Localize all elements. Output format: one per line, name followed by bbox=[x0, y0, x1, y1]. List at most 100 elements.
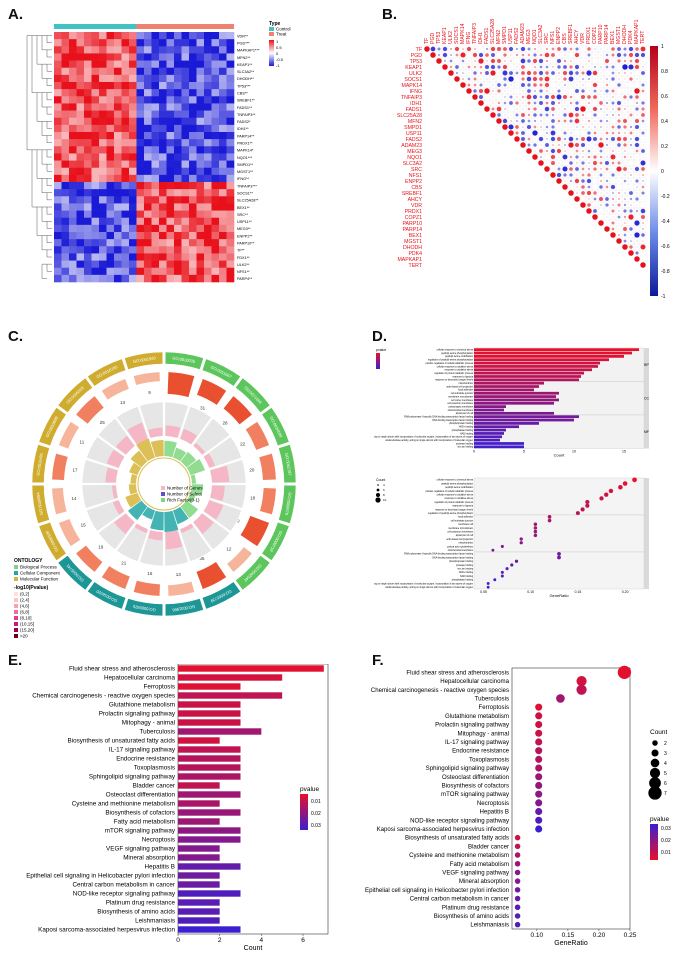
heatmap-cell bbox=[219, 153, 227, 161]
heatmap-cell bbox=[114, 67, 122, 76]
heatmap-cell bbox=[181, 39, 190, 47]
kegg-dot bbox=[535, 816, 543, 824]
heatmap-cell bbox=[226, 189, 235, 197]
go-dot bbox=[618, 484, 623, 490]
correlation-dot bbox=[486, 96, 488, 98]
correlation-dot bbox=[641, 119, 645, 123]
heatmap-cell bbox=[121, 253, 130, 261]
heatmap-cell bbox=[84, 139, 92, 147]
heatmap-cell bbox=[219, 267, 227, 276]
correlation-dot bbox=[544, 52, 550, 58]
correlation-dot bbox=[503, 47, 507, 51]
correlation-dot bbox=[515, 119, 519, 123]
correlation-dot bbox=[462, 48, 464, 50]
go-dot-term: cortical actin cytoskeleton bbox=[447, 545, 474, 548]
heatmap-cell bbox=[114, 96, 122, 104]
circos-select-bar bbox=[210, 485, 225, 502]
pvalue-bin-label: (8,10] bbox=[20, 616, 32, 621]
heatmap-cell bbox=[69, 39, 77, 47]
correlation-dot bbox=[587, 119, 591, 123]
correlation-dot bbox=[630, 108, 632, 110]
heatmap-gene-label: TNFAIP3*** bbox=[237, 184, 257, 188]
correlation-dot bbox=[635, 149, 639, 153]
circos-term-segment bbox=[235, 555, 271, 591]
heatmap-cell bbox=[84, 160, 92, 169]
correlation-dot bbox=[502, 124, 508, 130]
heatmap-cell bbox=[159, 260, 167, 269]
kegg-dot bbox=[535, 781, 543, 789]
correlation-dot bbox=[569, 161, 573, 165]
correlation-dot bbox=[629, 245, 633, 249]
heatmap-cell bbox=[144, 203, 152, 211]
heatmap-cell bbox=[136, 146, 145, 154]
heatmap-cell bbox=[129, 274, 137, 283]
ontology-cc: Cellular Component bbox=[20, 571, 61, 576]
heatmap-cell bbox=[76, 124, 85, 133]
heatmap-cell bbox=[144, 182, 152, 190]
go-dot-term: positive regulation of cellular cataboli… bbox=[426, 490, 474, 493]
correlation-dot bbox=[527, 137, 531, 141]
correlation-dot bbox=[521, 65, 525, 69]
correlation-dot bbox=[629, 191, 633, 195]
go-bar bbox=[474, 408, 504, 412]
heatmap-cell bbox=[76, 217, 85, 226]
heatmap-cell bbox=[159, 196, 167, 204]
correlation-dot bbox=[642, 156, 644, 158]
heatmap-cell bbox=[211, 46, 220, 54]
correlation-dot bbox=[558, 108, 560, 110]
legend-swatch-bp bbox=[14, 565, 18, 569]
circos-count-label: 14 bbox=[72, 496, 78, 501]
correlation-dot bbox=[521, 95, 525, 99]
correlation-col-label: COPZ1 bbox=[592, 27, 598, 44]
heatmap-cell bbox=[136, 96, 145, 104]
correlation-dot bbox=[592, 82, 598, 88]
heatmap-cell bbox=[219, 253, 227, 261]
heatmap-cell bbox=[136, 189, 145, 197]
dendrogram-branch bbox=[46, 178, 52, 186]
heatmap-cell bbox=[226, 267, 235, 276]
circos-select-bar bbox=[134, 523, 148, 533]
heatmap-cell bbox=[174, 146, 182, 154]
heatmap-cell bbox=[129, 46, 137, 54]
correlation-dot bbox=[611, 65, 615, 69]
correlation-dot bbox=[574, 106, 580, 112]
correlation-dot bbox=[539, 113, 543, 117]
correlation-dot bbox=[623, 209, 627, 213]
kegg-bar bbox=[178, 674, 283, 681]
correlation-col-label: IDH1 bbox=[478, 32, 484, 44]
correlation-dot bbox=[563, 77, 567, 81]
correlation-col-label: SOCS1 bbox=[454, 26, 460, 44]
correlation-dot bbox=[485, 53, 489, 57]
correlation-dot bbox=[533, 101, 537, 105]
circos-count-label: 13 bbox=[120, 400, 126, 405]
correlation-dot bbox=[540, 126, 542, 128]
correlation-dot bbox=[586, 70, 592, 76]
heatmap-cell bbox=[211, 217, 220, 226]
correlation-dot bbox=[624, 174, 626, 176]
heatmap-cell bbox=[204, 239, 212, 247]
correlation-dot bbox=[618, 198, 620, 200]
heatmap-cell bbox=[114, 89, 122, 97]
correlation-col-label: SRC bbox=[544, 33, 550, 44]
correlation-dot bbox=[486, 60, 488, 62]
correlation-dot bbox=[582, 84, 584, 86]
heatmap-cell bbox=[54, 210, 62, 219]
correlation-dot bbox=[600, 84, 602, 86]
heatmap-cell bbox=[211, 67, 220, 76]
correlation-dot bbox=[521, 113, 525, 117]
heatmap-gene-label: MAPK14* bbox=[237, 149, 254, 153]
correlation-dot bbox=[546, 90, 548, 92]
heatmap-cell bbox=[151, 182, 160, 190]
kegg-bar-panel: Fluid shear stress and atherosclerosisHe… bbox=[26, 664, 329, 952]
heatmap-gene-label: PRDX1** bbox=[237, 142, 253, 146]
correlation-dot bbox=[545, 113, 549, 117]
go-bar bbox=[474, 435, 502, 439]
correlation-dot bbox=[574, 142, 580, 148]
heatmap-cell bbox=[226, 182, 235, 190]
correlation-dot bbox=[551, 71, 555, 75]
pvalue-bin-swatch bbox=[14, 616, 18, 620]
heatmap-cell bbox=[219, 103, 227, 111]
heatmap-cell bbox=[151, 174, 160, 183]
heatmap-cell bbox=[166, 224, 175, 233]
kegg-dot bbox=[576, 684, 587, 695]
